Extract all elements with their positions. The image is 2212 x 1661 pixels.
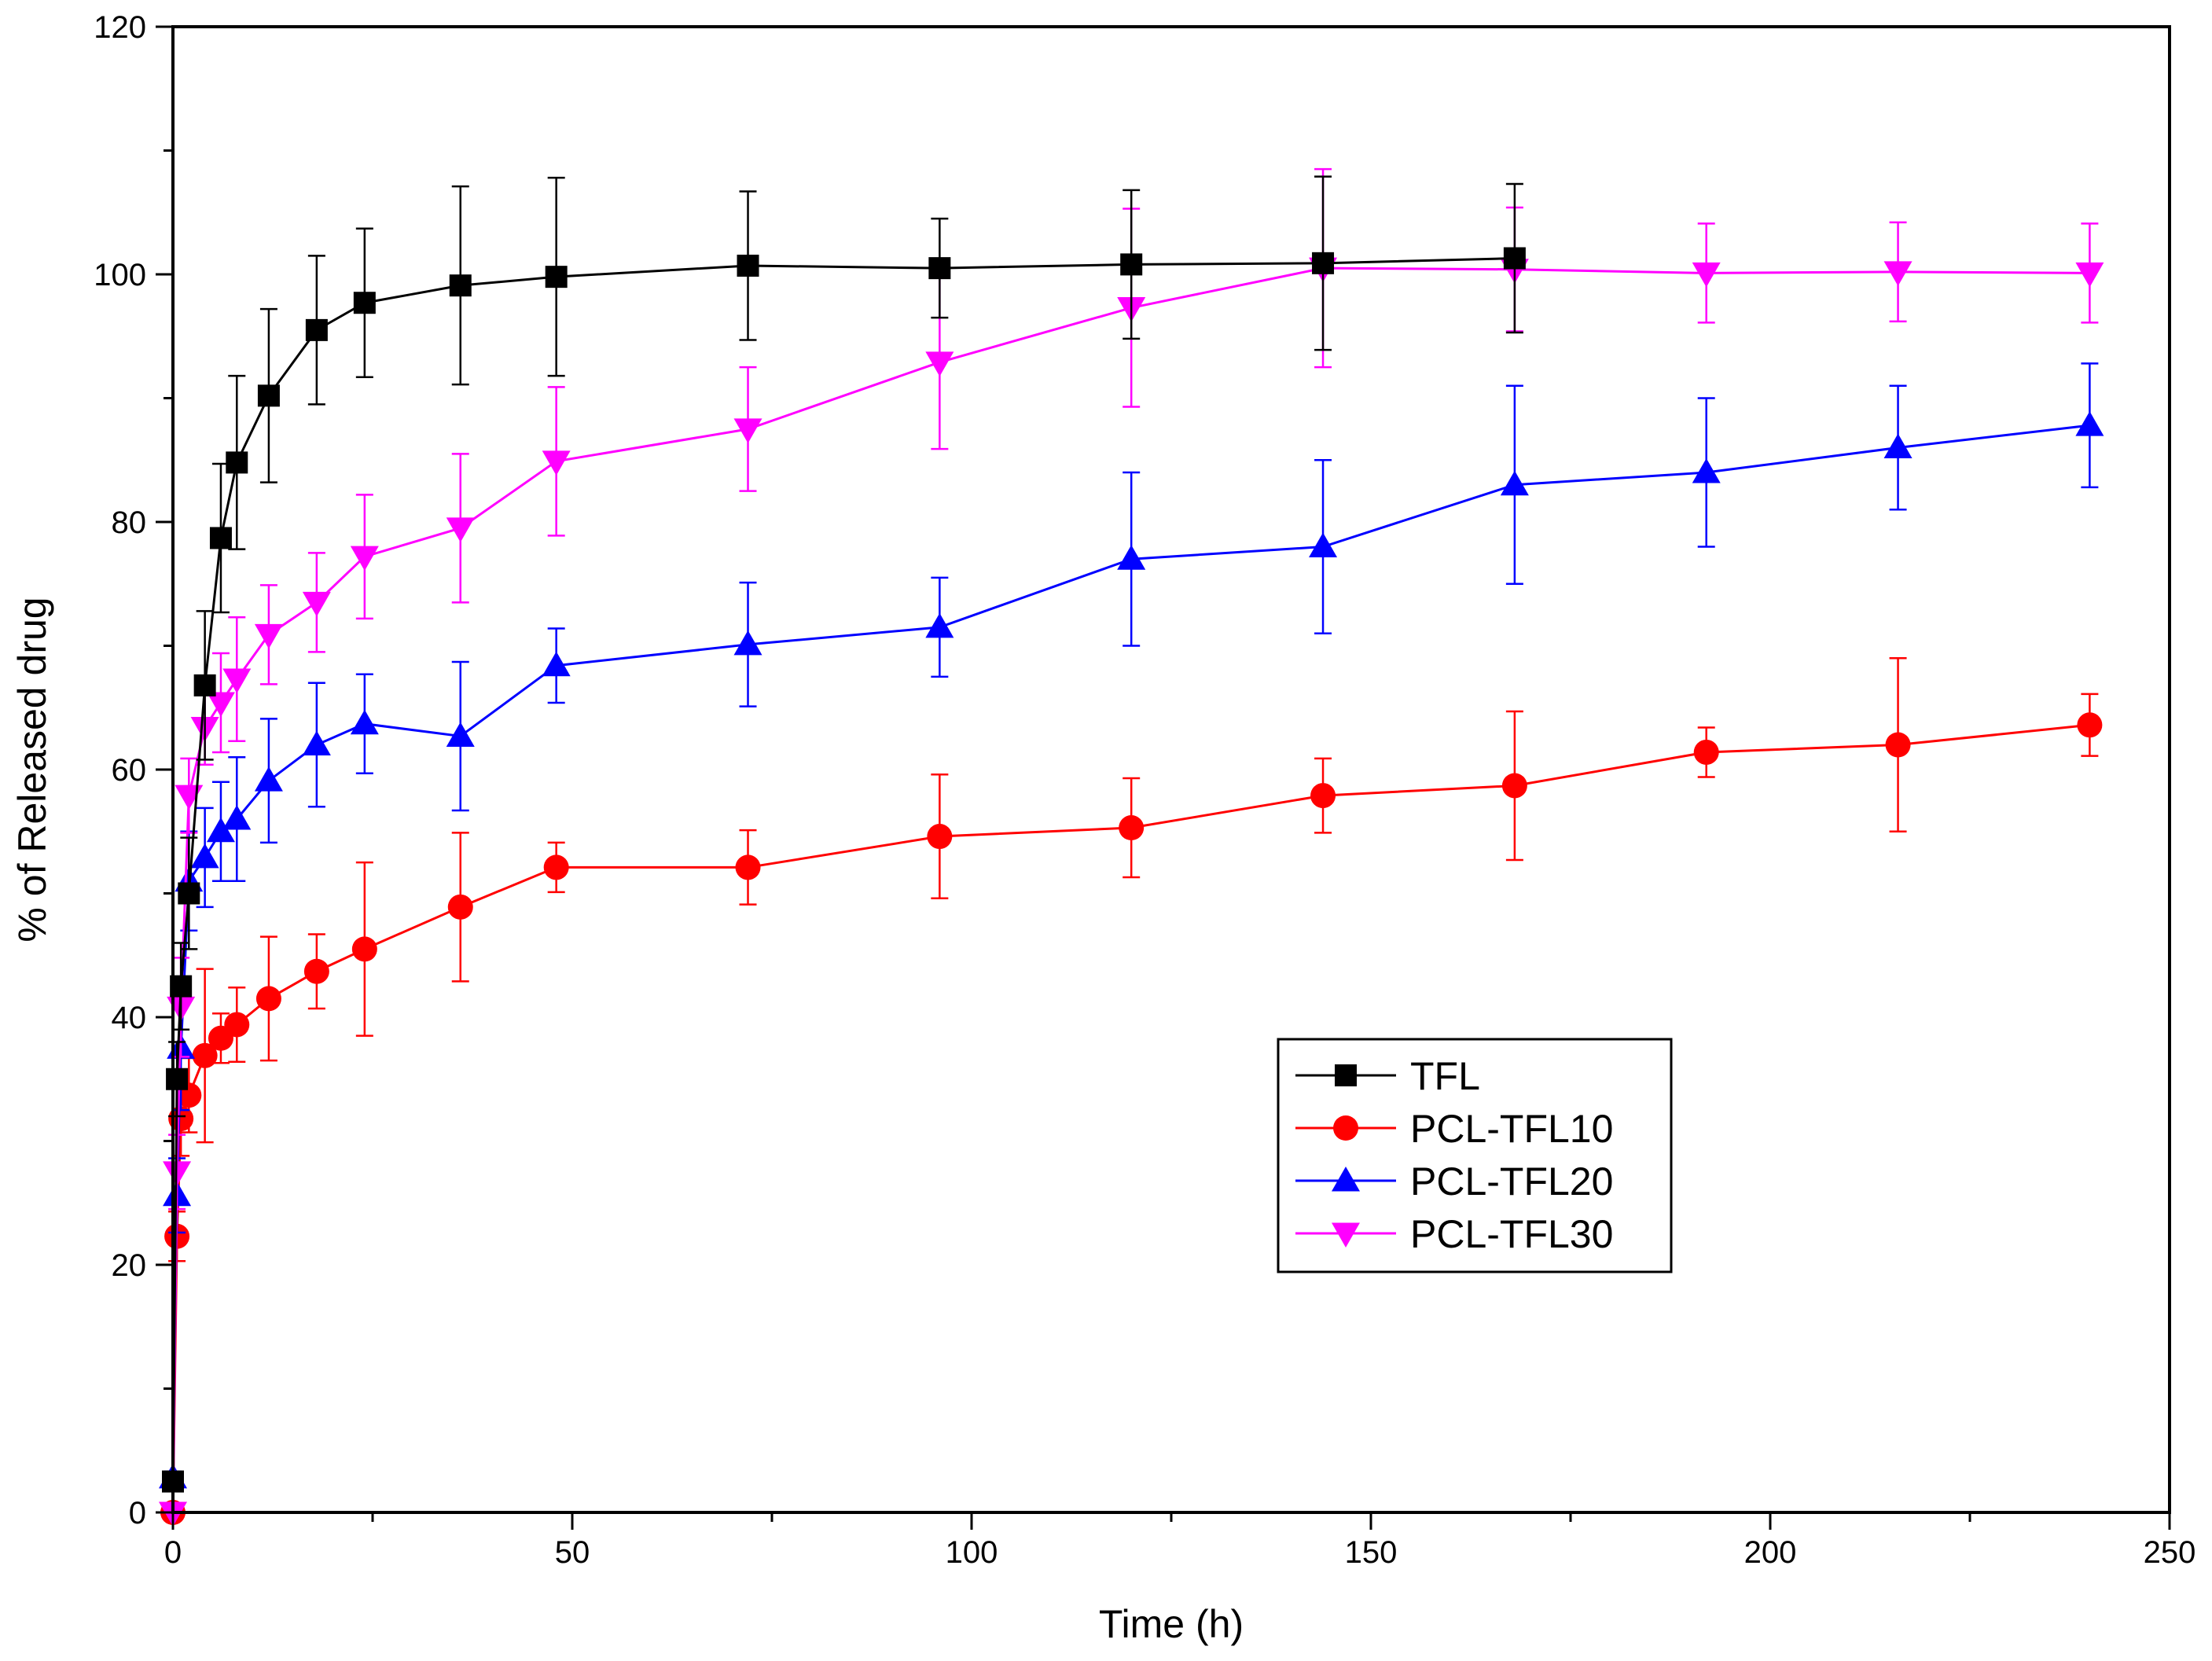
- data-point: [1883, 433, 1913, 458]
- data-point: [449, 274, 472, 297]
- data-point: [302, 730, 331, 755]
- series-line: [171, 266, 2090, 1513]
- data-point: [166, 1068, 189, 1090]
- y-tick-label: 60: [112, 753, 147, 788]
- y-tick-label: 40: [112, 1001, 147, 1035]
- data-point: [542, 651, 571, 677]
- x-tick-label: 50: [555, 1535, 590, 1570]
- x-axis-title: Time (h): [1099, 1602, 1244, 1646]
- y-tick-label: 100: [94, 258, 146, 292]
- data-point: [733, 630, 762, 656]
- data-point: [222, 668, 252, 694]
- data-point: [305, 318, 328, 341]
- series-PCL-TFL20: [159, 362, 2104, 1489]
- data-point: [302, 591, 331, 617]
- legend-item-TFL: TFL: [1295, 1054, 1480, 1098]
- data-point: [1501, 773, 1527, 799]
- data-point: [2077, 712, 2103, 738]
- data-point: [224, 1012, 250, 1038]
- y-tick-label: 80: [112, 505, 147, 540]
- y-tick-label: 0: [129, 1496, 146, 1531]
- data-point: [1309, 532, 1338, 557]
- data-point: [303, 958, 329, 984]
- legend-label: PCL-TFL20: [1410, 1159, 1613, 1203]
- data-point: [209, 527, 232, 549]
- data-point: [2075, 262, 2104, 288]
- data-point: [1885, 732, 1911, 758]
- data-point: [1693, 739, 1719, 765]
- y-tick-label: 120: [94, 10, 146, 45]
- data-point: [254, 623, 283, 649]
- data-point: [735, 854, 761, 880]
- data-point: [178, 882, 200, 905]
- data-point: [1883, 261, 1913, 286]
- data-point: [1310, 783, 1336, 809]
- data-point: [1119, 815, 1145, 841]
- data-point: [192, 1042, 218, 1068]
- y-tick-label: 20: [112, 1248, 147, 1283]
- x-tick-label: 250: [2144, 1535, 2196, 1570]
- data-point: [351, 936, 377, 962]
- data-point: [927, 824, 953, 850]
- series-layer: [159, 167, 2104, 1527]
- legend-item-PCL-TFL10: PCL-TFL10: [1295, 1107, 1613, 1151]
- x-tick-label: 200: [1744, 1535, 1797, 1570]
- legend-label: TFL: [1410, 1054, 1480, 1098]
- data-point: [446, 722, 475, 747]
- axis-ticks: 0 50 100 150 200 250 0 20 40 60 80 100 120: [94, 10, 2195, 1570]
- data-point: [1120, 253, 1143, 276]
- data-point: [447, 894, 473, 920]
- data-point: [737, 254, 759, 277]
- data-point: [733, 418, 762, 443]
- data-point: [193, 674, 216, 696]
- x-tick-label: 100: [946, 1535, 998, 1570]
- data-point: [2075, 411, 2104, 436]
- data-point: [925, 612, 954, 638]
- data-point: [1312, 252, 1335, 274]
- data-point: [542, 450, 571, 476]
- y-axis-title: % of Released drug: [10, 597, 54, 942]
- legend: TFL PCL-TFL10 PCL-TFL20 PCL-TFL30: [1277, 1038, 1673, 1273]
- data-point: [206, 817, 235, 843]
- data-point: [1500, 470, 1529, 496]
- data-point: [168, 1106, 194, 1132]
- series-TFL: [162, 175, 1526, 1493]
- data-point: [206, 692, 235, 717]
- legend-marker: [1332, 1167, 1360, 1192]
- legend-marker: [1332, 1222, 1360, 1248]
- data-point: [255, 986, 281, 1012]
- data-point: [545, 266, 568, 288]
- data-point: [350, 709, 379, 735]
- data-point: [1692, 262, 1721, 288]
- data-point: [190, 843, 219, 869]
- x-tick-label: 150: [1345, 1535, 1398, 1570]
- data-point: [226, 451, 248, 474]
- data-point: [350, 546, 379, 571]
- data-point: [928, 257, 951, 280]
- data-point: [257, 384, 280, 407]
- data-point: [1117, 545, 1146, 570]
- legend-items: TFL PCL-TFL10 PCL-TFL20 PCL-TFL30: [1295, 1054, 1613, 1256]
- data-point: [254, 766, 283, 792]
- x-tick-label: 0: [164, 1535, 182, 1570]
- data-point: [925, 351, 954, 377]
- legend-label: PCL-TFL10: [1410, 1107, 1613, 1151]
- data-point: [446, 517, 475, 542]
- data-point: [1503, 247, 1526, 270]
- data-point: [353, 292, 376, 314]
- legend-marker: [1335, 1064, 1357, 1086]
- legend-item-PCL-TFL20: PCL-TFL20: [1295, 1159, 1613, 1203]
- data-point: [543, 854, 569, 880]
- data-point: [1692, 458, 1721, 483]
- data-point: [222, 805, 252, 830]
- legend-label: PCL-TFL30: [1410, 1212, 1613, 1256]
- series-PCL-TFL10: [160, 657, 2103, 1525]
- legend-item-PCL-TFL30: PCL-TFL30: [1295, 1212, 1613, 1256]
- legend-marker: [1333, 1115, 1358, 1141]
